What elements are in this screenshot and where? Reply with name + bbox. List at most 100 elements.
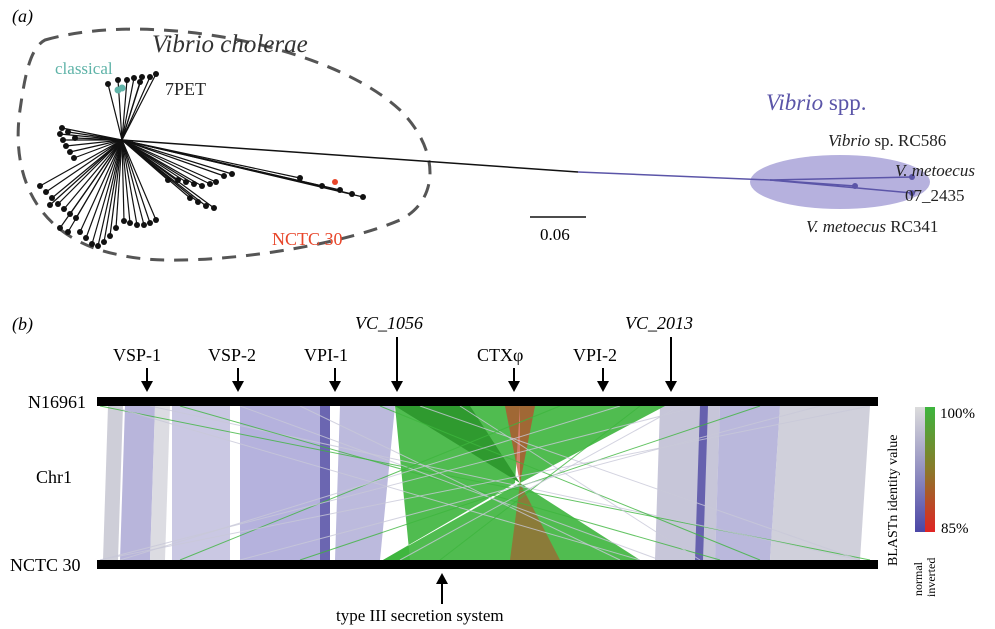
tree-leaf xyxy=(101,239,107,245)
tree-branch xyxy=(121,139,364,198)
alignment-line xyxy=(459,405,701,561)
tree-leaf xyxy=(229,171,235,177)
leaf-label-metoecus-1: V. metoecus xyxy=(895,161,975,180)
genome-bar-nctc30 xyxy=(97,560,878,569)
tree-branch xyxy=(97,139,123,247)
panel-a-label: (a) xyxy=(12,6,33,27)
tree-branch xyxy=(121,139,215,209)
tree-branch xyxy=(121,139,217,183)
tree-branch xyxy=(45,139,123,193)
alignment-line xyxy=(99,405,701,561)
alignment-line xyxy=(99,405,871,561)
long-branch-spp xyxy=(577,171,771,181)
locus-arrow-head xyxy=(329,381,341,392)
tree-leaf xyxy=(134,222,140,228)
leaf-label-rc341-rest: RC341 xyxy=(886,217,938,236)
tree-branch xyxy=(79,139,123,233)
legend-normal-label: normal xyxy=(911,561,925,596)
vibrio-cholerae-tree xyxy=(37,71,366,249)
alignment-line xyxy=(419,405,861,561)
alignment-line xyxy=(239,405,821,561)
tree-branch xyxy=(121,139,138,226)
tree-branch xyxy=(69,139,123,153)
tree-branch xyxy=(121,73,157,141)
vibrio-spp-title: Vibrio spp. xyxy=(766,90,867,115)
alignment-line xyxy=(379,405,761,561)
tree-branch xyxy=(109,139,123,237)
tree-branch xyxy=(121,77,135,141)
leaf-label-rc586: Vibrio sp. RC586 xyxy=(828,131,946,150)
tree-leaf xyxy=(141,222,147,228)
tree-branch xyxy=(49,139,123,206)
genome-bar-n16961 xyxy=(97,397,878,406)
alignment-line xyxy=(119,405,621,561)
tree-leaf xyxy=(221,173,227,179)
t3ss-label: type III secretion system xyxy=(336,606,504,625)
alignment-line xyxy=(239,405,661,561)
tree-branch xyxy=(74,137,123,141)
spp-branch-1 xyxy=(769,176,913,181)
legend-max: 100% xyxy=(940,406,975,422)
alignment-line xyxy=(299,405,621,561)
locus-arrow-head xyxy=(232,381,244,392)
tree-leaf xyxy=(131,75,137,81)
tree-leaf xyxy=(124,77,130,83)
tree-branch xyxy=(85,139,123,239)
tree-leaf xyxy=(43,189,49,195)
normal-block xyxy=(120,406,155,560)
tree-leaf xyxy=(55,201,61,207)
tree-leaf xyxy=(297,175,303,181)
tree-leaf xyxy=(207,181,213,187)
alignment-line xyxy=(399,405,681,561)
tree-leaf xyxy=(211,205,217,211)
panel-b-label: (b) xyxy=(12,314,33,335)
leaf-label-rc586-rest: sp. RC586 xyxy=(870,131,946,150)
tree-leaf xyxy=(107,233,113,239)
nctc30-label: NCTC 30 xyxy=(272,229,343,249)
7pet-label: 7PET xyxy=(165,79,206,99)
tree-branch xyxy=(51,139,123,199)
tree-leaf xyxy=(199,183,205,189)
normal-block xyxy=(335,406,395,560)
tree-branch xyxy=(121,139,131,224)
tree-leaf xyxy=(147,74,153,80)
normal-block xyxy=(695,406,708,560)
tree-leaf xyxy=(71,155,77,161)
locus-arrow-head xyxy=(141,381,153,392)
tree-leaf xyxy=(360,194,366,200)
spp-leaf xyxy=(909,174,915,180)
tree-leaf xyxy=(175,177,181,183)
tree-leaf xyxy=(213,179,219,185)
tree-leaf xyxy=(95,243,101,249)
tree-leaf xyxy=(147,220,153,226)
tree-leaf xyxy=(65,229,71,235)
tree-branch xyxy=(121,139,145,226)
alignment-line xyxy=(109,405,641,561)
tree-leaf xyxy=(83,235,89,241)
tree-branch xyxy=(121,139,203,187)
vibrio-spp-rest: spp. xyxy=(823,90,866,115)
tree-leaf xyxy=(113,225,119,231)
spp-leaf xyxy=(909,190,915,196)
tree-branch xyxy=(121,81,141,141)
leaf-label-rc341-italic: V. metoecus xyxy=(806,217,886,236)
tree-leaf xyxy=(61,206,67,212)
genome-label-n16961: N16961 xyxy=(28,392,86,412)
tree-branch xyxy=(67,131,123,141)
tree-branch xyxy=(121,139,151,224)
tree-leaf xyxy=(57,225,63,231)
normal-block xyxy=(172,406,230,560)
tree-leaf xyxy=(60,137,66,143)
tree-branch xyxy=(107,83,123,141)
tree-leaf xyxy=(203,203,209,209)
tree-branch xyxy=(39,139,123,187)
vibrio-spp-italic: Vibrio xyxy=(766,90,823,115)
tree-branch xyxy=(121,139,211,185)
tree-leaf xyxy=(105,81,111,87)
tree-branch xyxy=(67,139,123,233)
normal-block xyxy=(103,406,123,560)
chromosome-label: Chr1 xyxy=(36,467,72,487)
locus-arrow-head xyxy=(665,381,677,392)
spp-leaf xyxy=(852,183,858,189)
